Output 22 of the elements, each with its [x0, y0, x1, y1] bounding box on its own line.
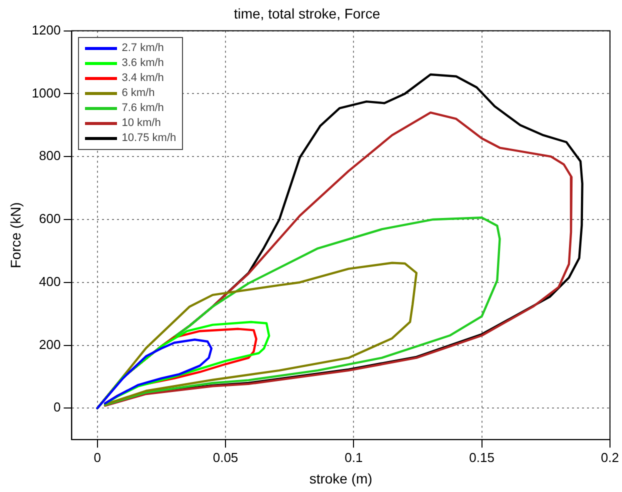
y-tick-label: 0 — [53, 400, 61, 415]
x-axis-title: stroke (m) — [309, 470, 372, 486]
y-tick-label: 600 — [39, 211, 61, 226]
y-tick-label: 1200 — [32, 22, 61, 38]
legend-label: 6 km/h — [122, 87, 155, 100]
legend-label: 10 km/h — [122, 117, 161, 130]
x-tick-label: 0.15 — [469, 450, 494, 465]
x-tick-label: 0.1 — [344, 450, 363, 465]
chart-title: time, total stroke, Force — [234, 5, 380, 22]
x-tick-label: 0.2 — [600, 450, 620, 465]
y-tick-label: 400 — [39, 274, 61, 289]
y-axis-title: Force (kN) — [7, 202, 24, 268]
legend-label: 7.6 km/h — [122, 102, 164, 114]
legend-label: 3.4 km/h — [122, 72, 164, 84]
y-tick-label: 1000 — [32, 85, 61, 100]
legend-label: 3.6 km/h — [122, 57, 164, 70]
legend-label: 2.7 km/h — [122, 42, 164, 54]
x-tick-label: 0 — [94, 450, 101, 465]
y-tick-label: 200 — [39, 336, 61, 352]
y-tick-label: 800 — [39, 148, 61, 164]
legend-label: 10.75 km/h — [122, 132, 176, 144]
x-tick-label: 0.05 — [212, 450, 238, 465]
